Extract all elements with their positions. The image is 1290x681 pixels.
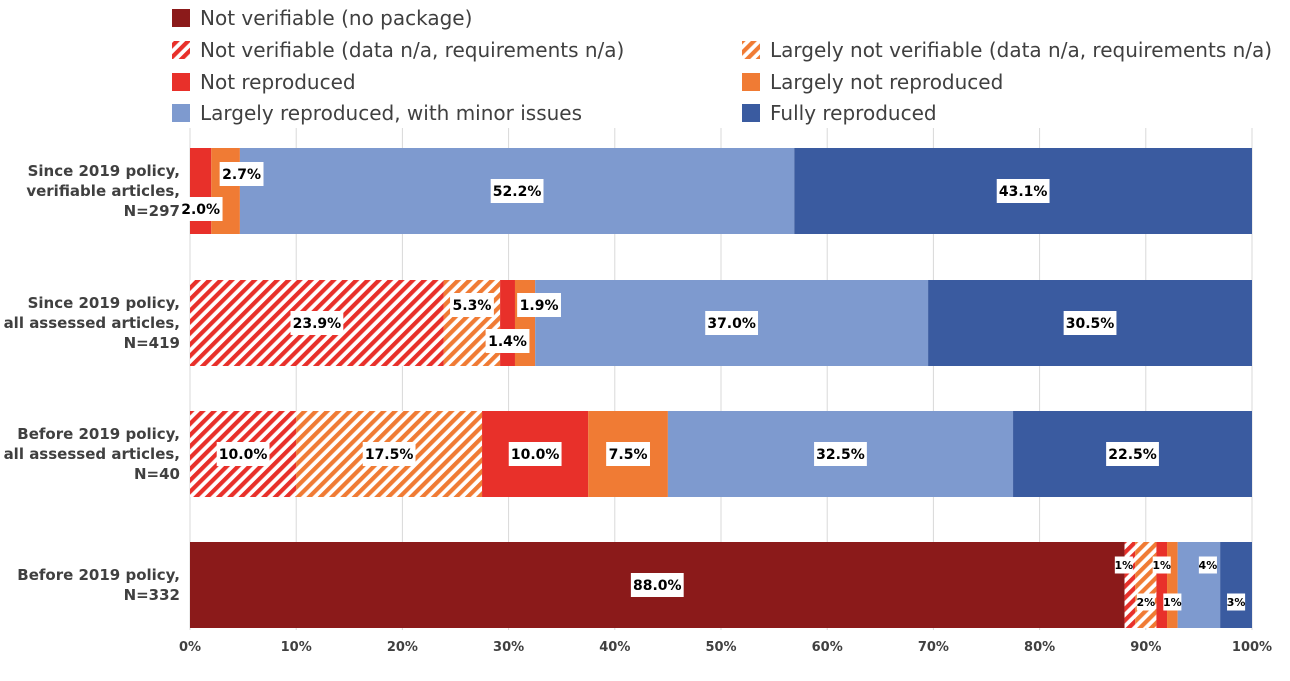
category-labels: Since 2019 policy, verifiable articles, N=… (4, 162, 180, 604)
bar-segment (1156, 542, 1168, 628)
bar-segment (1167, 542, 1178, 628)
legend-swatch (742, 41, 760, 59)
legend-label: Not verifiable (data n/a, requirements n… (200, 38, 624, 62)
data-label-box (814, 442, 867, 466)
legend-swatch (742, 73, 760, 91)
legend-swatch (172, 41, 190, 59)
data-label: 2.0% (181, 202, 220, 218)
data-label: 88.0% (633, 578, 682, 594)
data-label-box (705, 311, 759, 335)
legend-swatch (172, 104, 190, 122)
data-label-box (1136, 593, 1155, 611)
legend-label: Largely reproduced, with minor issues (200, 101, 582, 125)
x-tick-label: 70% (918, 640, 949, 655)
x-tick-label: 0% (179, 640, 201, 655)
data-label-box (1152, 556, 1171, 574)
legend-swatch (172, 73, 190, 91)
data-label-box (1063, 311, 1117, 335)
data-label-box (630, 573, 684, 597)
data-label-box (1198, 556, 1217, 574)
data-label: 43.1% (999, 184, 1048, 200)
data-label: 3% (1227, 596, 1246, 609)
data-label-box (1163, 593, 1182, 611)
bar-segment (514, 280, 536, 366)
x-tick-label: 30% (493, 640, 524, 655)
legend-label: Not verifiable (no package) (200, 6, 472, 30)
x-tick-label: 80% (1024, 640, 1055, 655)
data-label: 10.0% (219, 447, 268, 463)
data-label-box (996, 179, 1050, 203)
legend-swatch (172, 9, 190, 27)
bar-segment (211, 148, 240, 234)
data-labels: 88.0% 23.9% 10.0% 1% 5.3% 17.5% 2% 2.0% 1.4% 10.0… (178, 162, 1246, 611)
data-label-box (450, 293, 494, 317)
legend-label: Largely not reproduced (770, 70, 1003, 94)
category-label: Since 2019 policy, all assessed articles,… (4, 294, 180, 352)
legend-label: Largely not verifiable (data n/a, requir… (770, 38, 1272, 62)
data-label: 30.5% (1066, 316, 1115, 332)
data-label-box (362, 442, 416, 466)
data-label: 1% (1163, 596, 1182, 609)
data-label: 37.0% (707, 316, 756, 332)
data-label: 22.5% (1108, 447, 1157, 463)
data-label: 2.7% (222, 167, 261, 183)
legend-swatch (742, 104, 760, 122)
data-label-box (219, 162, 264, 186)
data-label-box (490, 179, 544, 203)
data-label: 17.5% (365, 447, 414, 463)
data-label: 52.2% (493, 184, 542, 200)
x-tick-label: 40% (599, 640, 630, 655)
data-label-box (517, 293, 561, 317)
x-tick-label: 60% (812, 640, 843, 655)
x-axis-ticks: 0% 10% 20% 30% 40% 50% 60% 70% 80% 90% 100% (179, 640, 1272, 655)
data-label-box (216, 442, 270, 466)
data-label-box (1106, 442, 1159, 466)
x-tick-label: 10% (281, 640, 312, 655)
data-label: 1.9% (520, 298, 559, 314)
data-label: 5.3% (453, 298, 492, 314)
x-tick-label: 20% (387, 640, 418, 655)
data-label: 7.5% (609, 447, 648, 463)
data-label-box (290, 311, 344, 335)
data-label: 1% (1115, 559, 1134, 572)
bar-segment (443, 280, 501, 366)
bar-segment (1124, 542, 1136, 628)
x-tick-label: 90% (1130, 640, 1161, 655)
category-label: Before 2019 policy, N=332 (17, 566, 180, 604)
legend-label: Fully reproduced (770, 101, 937, 125)
legend: Not verifiable (no package) Not verifiabl… (172, 6, 1272, 125)
data-label: 2% (1136, 596, 1155, 609)
data-label: 4% (1199, 559, 1218, 572)
category-label: Since 2019 policy, verifiable articles, N=… (26, 162, 180, 220)
data-label: 1.4% (488, 334, 527, 350)
x-tick-label: 50% (705, 640, 736, 655)
data-label: 1% (1152, 559, 1171, 572)
data-label-box (485, 329, 530, 353)
bar-segment (500, 280, 515, 366)
x-tick-label: 100% (1232, 640, 1272, 655)
category-label: Before 2019 policy, all assessed articles… (4, 425, 180, 483)
bar-segment (1177, 542, 1221, 628)
data-label: 32.5% (816, 447, 865, 463)
data-label-box (178, 197, 223, 221)
data-label-box (606, 442, 650, 466)
bar-segment (1135, 542, 1157, 628)
bar-segment (1220, 542, 1252, 628)
bar-segment (190, 148, 212, 234)
data-label-box (1114, 556, 1133, 574)
data-label-box (508, 442, 562, 466)
data-label: 10.0% (511, 447, 560, 463)
legend-label: Not reproduced (200, 70, 356, 94)
data-label: 23.9% (293, 316, 342, 332)
data-label-box (1227, 593, 1246, 611)
